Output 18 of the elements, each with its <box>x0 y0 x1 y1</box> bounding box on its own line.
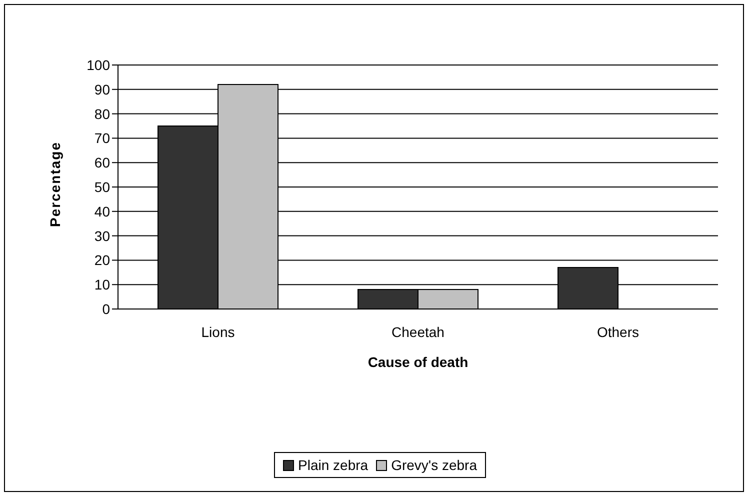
y-tick-label: 50 <box>94 178 110 195</box>
x-tick-label: Lions <box>201 324 235 340</box>
y-tick-label: 60 <box>94 154 110 171</box>
y-tick-label: 20 <box>94 252 110 268</box>
y-tick-label: 90 <box>94 81 110 98</box>
y-tick-label: 10 <box>94 276 110 293</box>
y-tick-label: 0 <box>102 300 110 317</box>
x-axis-title: Cause of death <box>368 354 468 370</box>
y-tick-label: 100 <box>86 56 110 73</box>
legend-label: Plain zebra <box>297 457 368 473</box>
y-tick-label: 70 <box>94 130 110 146</box>
y-tick-label: 40 <box>94 203 110 220</box>
y-tick-label: 80 <box>94 106 110 122</box>
y-axis-title: Percentage <box>46 142 63 227</box>
y-tick-label: 30 <box>94 228 110 244</box>
x-tick-label: Others <box>596 324 640 340</box>
x-tick-label: Cheetah <box>392 324 444 340</box>
legend-label: Grevy's zebra <box>390 457 477 473</box>
